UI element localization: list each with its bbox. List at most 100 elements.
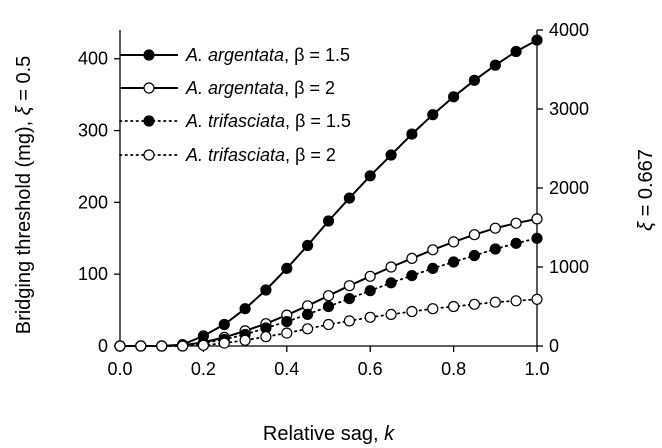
data-point: [448, 300, 460, 313]
data-point: [302, 308, 314, 320]
y-right-tick-label: 1000: [549, 257, 589, 277]
y-right-tick-label: 3000: [549, 99, 589, 119]
data-point: [448, 256, 460, 268]
legend-species: A. argentata: [185, 45, 284, 65]
data-point: [239, 334, 251, 346]
data-point: [260, 284, 272, 296]
x-tick-label: 0.6: [358, 359, 383, 379]
y-left-title-text: Bridging threshold (mg),: [13, 115, 35, 334]
legend-beta: , β = 1.5: [285, 111, 351, 131]
data-point: [364, 311, 376, 323]
data-point: [385, 149, 397, 161]
data-point: [468, 74, 480, 86]
legend-species: A. argentata: [185, 78, 284, 98]
legend-marker: [143, 49, 155, 61]
x-tick-label: 0.0: [107, 359, 132, 379]
series-4: [114, 293, 543, 352]
data-point: [302, 323, 314, 335]
data-point: [427, 303, 439, 315]
y-left-tick-label: 300: [78, 121, 108, 141]
y-right-tick-label: 2000: [549, 178, 589, 198]
data-point: [385, 261, 397, 273]
data-point: [218, 337, 230, 349]
y-right-axis-title: ξ = 0.667: [635, 149, 657, 231]
data-point: [427, 262, 439, 274]
data-point: [343, 293, 355, 305]
data-point: [343, 192, 355, 204]
data-point: [281, 316, 293, 328]
data-point: [406, 252, 418, 264]
data-point: [406, 270, 418, 282]
data-point: [135, 340, 147, 352]
data-point: [385, 308, 397, 320]
x-tick-label: 0.8: [441, 359, 466, 379]
series-layer: [114, 34, 543, 352]
data-point: [322, 318, 335, 331]
x-axis-title-var: k: [384, 423, 395, 445]
y-left-tick-label: 100: [78, 264, 108, 284]
y-right-title-var: ξ: [635, 221, 657, 231]
data-point: [427, 244, 439, 256]
data-point: [448, 236, 460, 248]
data-point: [468, 249, 480, 262]
data-point: [364, 270, 376, 282]
x-axis-title: Relative sag, k: [263, 423, 395, 445]
data-point: [281, 327, 293, 339]
legend-item-4: A. trifasciata, β = 2: [119, 145, 336, 165]
data-point: [364, 285, 376, 297]
axes: 0.0 0.2 0.4 0.6 0.8 1.00100200300400010002000…: [78, 20, 589, 379]
y-left-title-suffix: = 0.5: [13, 56, 35, 107]
y-right-tick-label: 4000: [549, 20, 589, 40]
data-point: [343, 315, 355, 327]
data-point: [197, 339, 209, 351]
y-right-title-suffix: = 0.667: [635, 149, 657, 222]
axis-titles: Relative sag, k Bridging threshold (mg), …: [13, 56, 657, 445]
data-point: [448, 91, 460, 103]
legend-marker: [143, 82, 155, 94]
data-point: [489, 243, 501, 255]
data-point: [281, 262, 293, 274]
legend-label: A. trifasciata, β = 1.5: [185, 111, 351, 131]
legend-label: A. argentata, β = 2: [185, 78, 335, 98]
legend-label: A. trifasciata, β = 2: [185, 145, 336, 165]
data-point: [302, 239, 314, 252]
data-point: [322, 215, 335, 227]
y-left-tick-label: 200: [78, 192, 108, 212]
legend-species: A. trifasciata: [185, 145, 285, 165]
y-left-axis-title: Bridging threshold (mg), ξ = 0.5: [13, 56, 35, 335]
data-point: [510, 295, 522, 307]
data-point: [489, 296, 501, 308]
x-tick-label: 0.4: [274, 359, 299, 379]
data-point: [468, 298, 480, 310]
data-point: [468, 229, 480, 241]
legend-item-3: A. trifasciata, β = 1.5: [119, 111, 351, 131]
legend-item-2: A. argentata, β = 2: [120, 78, 335, 98]
data-point: [343, 280, 355, 292]
data-point: [531, 232, 543, 244]
y-left-tick-label: 0: [98, 336, 108, 356]
data-point: [406, 128, 418, 140]
legend-beta: , β = 2: [285, 145, 336, 165]
series-2: [114, 213, 543, 352]
data-point: [156, 340, 168, 352]
data-point: [322, 290, 335, 302]
x-tick-label: 1.0: [524, 359, 549, 379]
x-tick-label: 0.2: [191, 359, 216, 379]
data-point: [385, 277, 397, 289]
data-point: [531, 34, 543, 46]
legend-item-1: A. argentata, β = 1.5: [120, 45, 350, 65]
data-point: [406, 305, 418, 318]
data-point: [177, 340, 189, 352]
y-right-tick-label: 0: [549, 336, 559, 356]
data-point: [531, 293, 543, 305]
data-point: [239, 303, 251, 315]
data-point: [510, 237, 522, 249]
legend-marker: [143, 149, 155, 161]
y-left-title-var: ξ: [13, 105, 35, 115]
data-point: [322, 300, 335, 313]
data-point: [260, 331, 272, 343]
legend-beta: , β = 2: [284, 78, 335, 98]
y-left-tick-label: 400: [78, 49, 108, 69]
data-point: [510, 217, 522, 229]
